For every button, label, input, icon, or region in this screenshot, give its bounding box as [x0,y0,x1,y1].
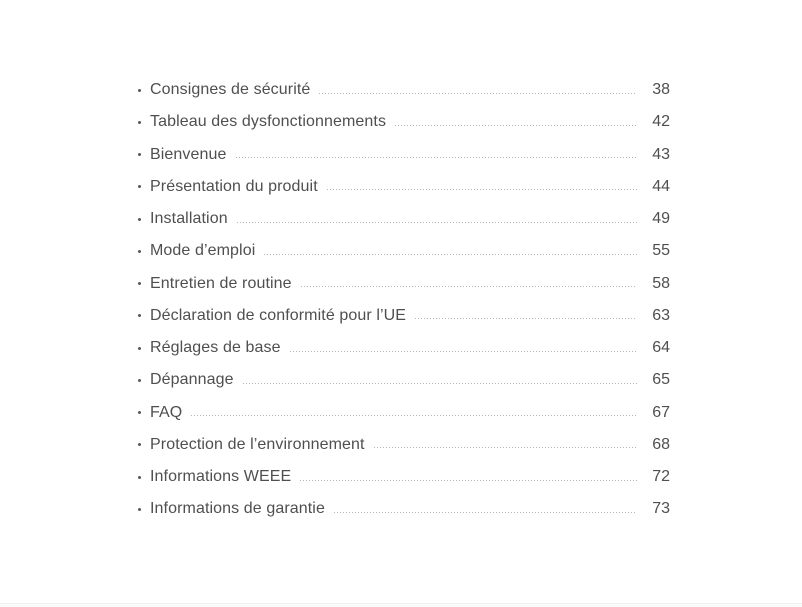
toc-entry-page: 58 [652,274,670,292]
bullet-icon [138,153,141,157]
dotted-leader [395,124,637,126]
dotted-leader [373,447,637,449]
toc-entry[interactable]: Protection de l’environnement 68 [138,429,670,461]
dotted-leader [191,415,637,417]
bullet-icon [138,411,141,415]
bullet-icon [138,217,141,221]
toc-entry[interactable]: Mode d’emploi 55 [138,235,670,267]
toc-entry[interactable]: FAQ 67 [138,397,670,429]
dotted-leader [235,157,637,159]
toc-entry-label: Informations WEEE [150,468,292,486]
toc-entry[interactable]: Présentation du produit 44 [138,171,670,203]
dotted-leader [242,382,637,384]
toc-entry-page: 43 [652,145,670,163]
dotted-leader [300,286,637,288]
dotted-leader [236,221,637,223]
bullet-icon [138,185,141,189]
toc-entry-label: Déclaration de conformité pour l’UE [150,306,407,324]
toc-entry-label: Informations de garantie [150,500,325,518]
toc-entry[interactable]: Réglages de base 64 [138,332,670,364]
toc-entry-page: 72 [652,468,670,486]
dotted-leader [264,253,637,255]
toc-entry-page: 44 [652,177,670,195]
dotted-leader [333,511,637,513]
toc-entry-label: FAQ [150,403,183,421]
dotted-leader [289,350,637,352]
toc-entry-page: 49 [652,210,670,228]
dotted-leader [326,189,637,191]
toc-entry-label: Installation [150,210,228,228]
toc-entry-label: Présentation du produit [150,177,318,195]
toc-entry-page: 64 [652,339,670,357]
toc-entry-page: 63 [652,306,670,324]
toc-entry[interactable]: Entretien de routine 58 [138,268,670,300]
bullet-icon [138,443,141,447]
toc-entry[interactable]: Dépannage 65 [138,364,670,396]
toc-entry[interactable]: Informations WEEE 72 [138,461,670,493]
toc-entry-page: 42 [652,113,670,131]
toc-entry-label: Réglages de base [150,339,281,357]
toc-entry-label: Dépannage [150,371,234,389]
toc-entry-page: 68 [652,435,670,453]
toc-entry-page: 38 [652,81,670,99]
toc-entry-label: Bienvenue [150,145,227,163]
toc-entry-label: Mode d’emploi [150,242,256,260]
toc-entry-page: 55 [652,242,670,260]
toc-entry-page: 67 [652,403,670,421]
toc-entry-page: 73 [652,500,670,518]
toc-entry[interactable]: Déclaration de conformité pour l’UE 63 [138,300,670,332]
toc-entry[interactable]: Consignes de sécurité 38 [138,74,670,106]
toc-entry-label: Protection de l’environnement [150,435,365,453]
toc-entry[interactable]: Tableau des dysfonctionnements 42 [138,106,670,138]
toc-entry-label: Tableau des dysfonctionnements [150,113,387,131]
toc-entry-page: 65 [652,371,670,389]
toc-entry[interactable]: Informations de garantie 73 [138,493,670,525]
bullet-icon [138,249,141,253]
toc-entry-label: Consignes de sécurité [150,81,311,99]
bullet-icon [138,475,141,479]
dotted-leader [300,479,637,481]
toc-entry-label: Entretien de routine [150,274,292,292]
bullet-icon [138,120,141,124]
page-bottom-edge [0,603,802,607]
bullet-icon [138,282,141,286]
table-of-contents: Consignes de sécurité 38 Tableau des dys… [138,74,670,526]
bullet-icon [138,507,141,511]
bullet-icon [138,346,141,350]
toc-entry[interactable]: Installation 49 [138,203,670,235]
dotted-leader [415,318,637,320]
dotted-leader [319,92,637,94]
bullet-icon [138,314,141,318]
bullet-icon [138,378,141,382]
toc-entry[interactable]: Bienvenue 43 [138,139,670,171]
bullet-icon [138,88,141,92]
